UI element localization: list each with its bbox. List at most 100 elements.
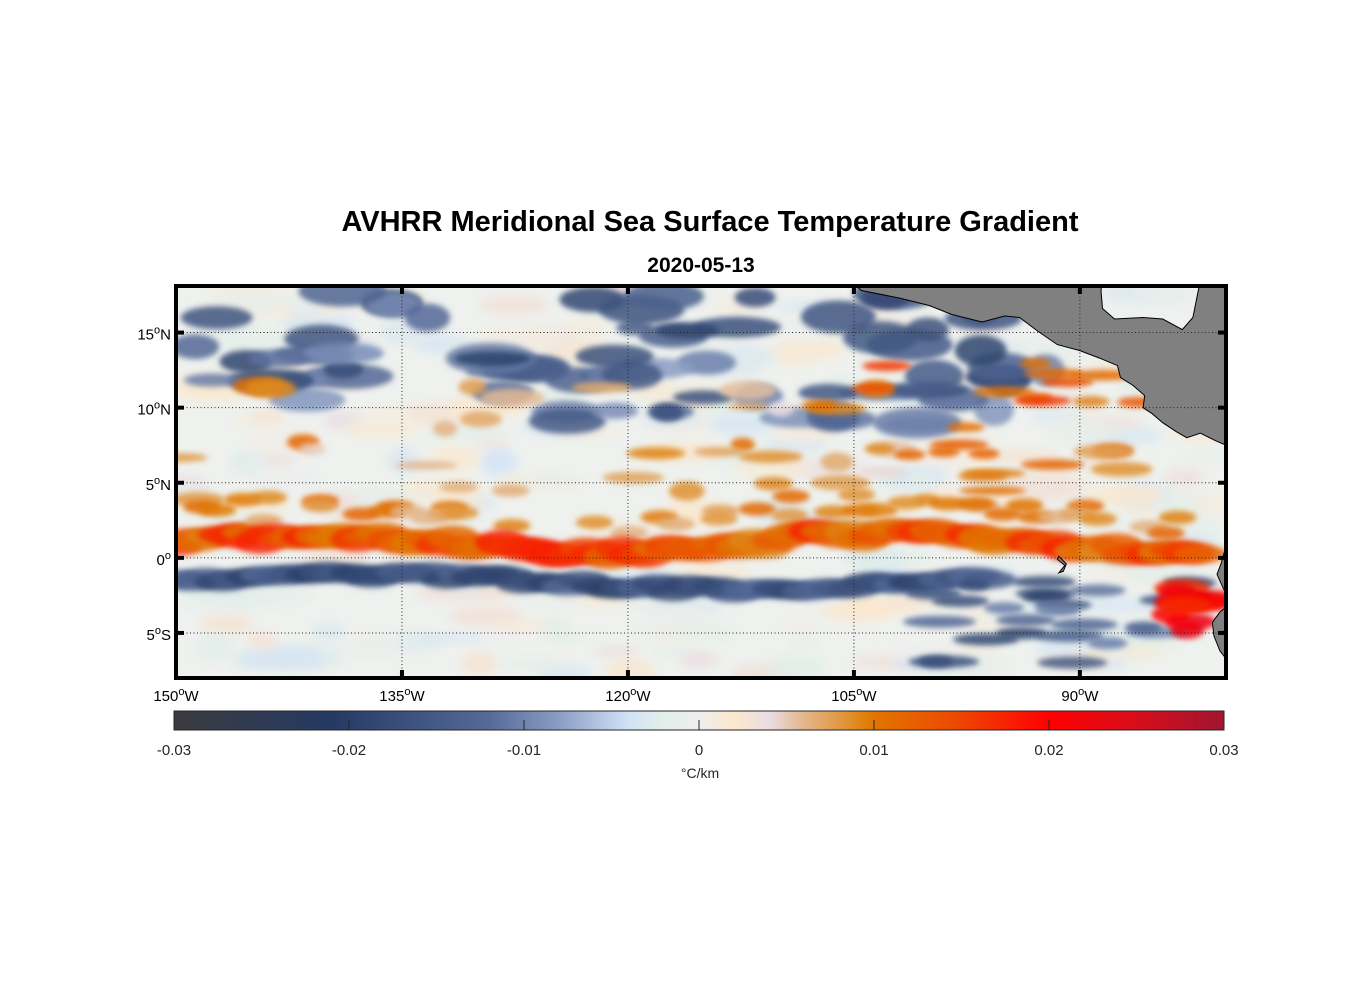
field-positive-blob xyxy=(491,484,530,497)
field-negative-blob xyxy=(734,287,776,308)
field-positive-blob xyxy=(438,481,479,493)
chart-subtitle: 2020-05-13 xyxy=(647,254,755,277)
equatorial-warm-band xyxy=(575,515,614,530)
field-noise xyxy=(311,622,345,642)
field-noise xyxy=(730,463,813,475)
land-south-america xyxy=(1211,545,1226,678)
south-cold-band xyxy=(958,579,990,592)
field-noise xyxy=(594,646,638,658)
field-negative-blob xyxy=(623,286,704,311)
central-america-warm xyxy=(893,449,926,461)
field-noise xyxy=(539,615,571,638)
south-cold-band xyxy=(952,633,1019,646)
field-noise xyxy=(679,652,719,668)
equatorial-warm-band xyxy=(837,488,876,502)
field-noise xyxy=(1191,493,1226,515)
equatorial-warm-band xyxy=(1174,544,1226,564)
field-negative-blob xyxy=(801,300,876,334)
field-noise xyxy=(239,646,325,670)
field-noise xyxy=(482,626,535,646)
y-tick-label: 5oS xyxy=(147,625,171,644)
field-noise xyxy=(210,324,288,352)
field-noise xyxy=(708,413,774,436)
field-noise xyxy=(489,620,550,630)
field-negative-blob xyxy=(180,306,253,330)
field-noise xyxy=(531,390,585,404)
field-negative-blob xyxy=(323,359,364,379)
field-positive-blob xyxy=(810,475,871,491)
peru-coast-warm xyxy=(1157,596,1212,615)
field-noise xyxy=(604,658,655,678)
field-noise xyxy=(771,339,822,367)
colorbar-tick-label: 0 xyxy=(695,742,703,759)
field-noise xyxy=(777,618,816,634)
field-noise xyxy=(246,631,278,651)
map-panel: 150oW 135oW 120oW 105oW 90oW 15oN 10oN 5oN 0o 5o… xyxy=(137,284,1228,705)
equatorial-warm-band xyxy=(198,503,237,517)
y-tick-label: 10oN xyxy=(137,400,171,419)
y-axis-labels: 15oN 10oN 5oN 0o 5oS xyxy=(137,325,171,644)
field-negative-blob xyxy=(575,344,654,368)
colorbar-unit-label: °C/km xyxy=(681,765,719,781)
field-negative-blob xyxy=(904,359,964,393)
central-america-warm xyxy=(929,439,989,451)
y-tick-label: 15oN xyxy=(137,325,171,344)
equatorial-warm-band xyxy=(1146,526,1185,540)
gradient-field xyxy=(176,286,1226,678)
south-cold-band xyxy=(1012,575,1076,588)
field-positive-blob xyxy=(719,380,776,400)
colorbar: -0.03 -0.02 -0.01 0 0.01 0.02 0.03 °C/km xyxy=(157,710,1239,781)
field-noise xyxy=(478,324,566,348)
field-noise xyxy=(190,649,241,661)
field-positive-blob xyxy=(730,437,755,452)
colorbar-tick-label: -0.02 xyxy=(332,742,366,759)
field-positive-blob xyxy=(820,452,854,472)
field-noise xyxy=(461,650,498,676)
field-noise xyxy=(247,468,324,492)
field-negative-blob xyxy=(650,403,684,422)
field-noise xyxy=(1184,448,1226,463)
equatorial-warm-band xyxy=(983,507,1022,521)
field-noise xyxy=(480,448,517,476)
equatorial-warm-band xyxy=(738,502,776,516)
field-noise xyxy=(1086,485,1167,506)
x-tick-label: 90oW xyxy=(1061,686,1099,705)
field-noise xyxy=(245,579,314,606)
field-positive-blob xyxy=(693,447,745,457)
equatorial-warm-band xyxy=(1079,512,1117,526)
south-cold-band xyxy=(1050,618,1118,631)
field-negative-blob xyxy=(454,351,531,367)
field-negative-blob xyxy=(602,361,663,390)
south-cold-band xyxy=(1087,637,1128,650)
land-mask xyxy=(855,286,1226,678)
field-positive-blob xyxy=(571,382,632,394)
field-positive-blob xyxy=(395,460,458,470)
central-america-warm xyxy=(851,382,895,394)
field-noise xyxy=(229,450,265,476)
field-positive-blob xyxy=(1090,462,1153,477)
field-positive-blob xyxy=(958,486,1026,496)
equatorial-warm-band xyxy=(887,495,926,510)
field-positive-blob xyxy=(458,378,487,396)
field-noise xyxy=(812,338,843,359)
field-positive-blob xyxy=(767,401,794,417)
field-noise xyxy=(251,409,285,424)
y-tick-label: 0o xyxy=(157,550,171,569)
south-cold-band xyxy=(1037,656,1108,669)
south-cold-band xyxy=(903,615,976,628)
field-noise xyxy=(654,606,712,623)
field-positive-blob xyxy=(626,447,686,460)
field-noise xyxy=(903,470,937,488)
equatorial-warm-band xyxy=(610,525,648,540)
field-noise xyxy=(343,641,399,656)
field-noise xyxy=(768,654,826,678)
field-positive-blob xyxy=(460,411,502,428)
field-negative-blob xyxy=(183,373,241,387)
equatorial-warm-band xyxy=(1158,510,1197,525)
equatorial-warm-band xyxy=(700,512,738,526)
field-positive-blob xyxy=(728,402,770,411)
field-positive-blob xyxy=(1073,444,1134,459)
field-positive-blob xyxy=(801,399,838,412)
field-noise xyxy=(1134,286,1207,302)
